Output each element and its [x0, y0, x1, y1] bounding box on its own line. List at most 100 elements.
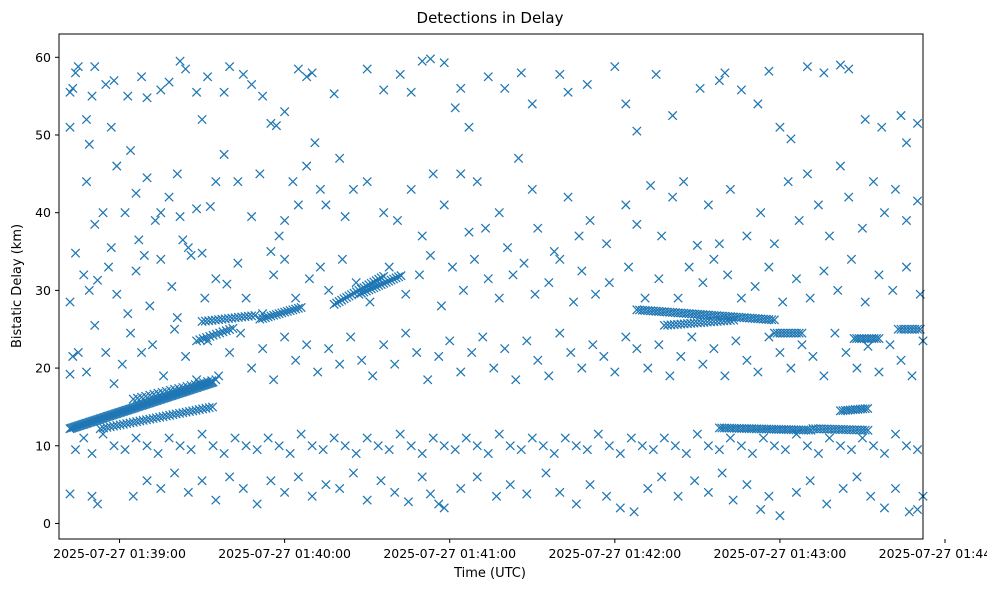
data-point: [563, 87, 573, 97]
data-point: [417, 56, 427, 66]
data-point: [890, 429, 901, 439]
data-point: [689, 476, 700, 486]
data-point: [279, 215, 290, 226]
data-point: [494, 429, 504, 439]
data-point: [65, 122, 75, 132]
data-point: [191, 87, 202, 97]
data-point: [246, 79, 257, 90]
data-point: [302, 72, 312, 82]
data-point: [703, 200, 714, 210]
data-point: [393, 272, 404, 282]
data-point: [315, 262, 326, 272]
data-point: [489, 363, 499, 373]
data-point: [687, 332, 697, 342]
data-point: [81, 114, 92, 125]
data-point: [585, 215, 595, 226]
y-tick-label: 60: [35, 50, 51, 65]
data-point: [70, 445, 81, 455]
data-point: [643, 363, 653, 373]
data-point: [313, 367, 323, 377]
data-point: [654, 340, 664, 350]
data-point: [907, 371, 917, 381]
data-point: [329, 89, 339, 99]
data-point: [279, 107, 290, 117]
data-point: [412, 347, 422, 358]
y-tick-label: 50: [35, 128, 51, 143]
data-point: [92, 275, 103, 285]
data-point: [266, 246, 276, 257]
data-point: [720, 68, 730, 78]
data-point: [860, 404, 870, 414]
data-point: [167, 281, 177, 292]
data-point: [136, 347, 147, 358]
data-point: [238, 69, 248, 80]
x-tick-label: 2025-07-27 01:42:00: [548, 546, 681, 561]
data-point: [131, 266, 141, 276]
data-point: [191, 375, 202, 385]
data-point: [714, 239, 725, 249]
data-point: [464, 122, 474, 132]
data-point: [324, 285, 334, 296]
data-point: [778, 297, 788, 307]
data-point: [860, 425, 870, 435]
data-point: [158, 371, 169, 381]
data-point: [145, 301, 155, 311]
data-point: [329, 299, 339, 310]
data-point: [369, 283, 379, 293]
data-point: [224, 324, 235, 335]
data-point: [307, 441, 317, 451]
data-point: [368, 371, 378, 381]
data-point: [224, 61, 235, 72]
data-point: [786, 134, 796, 144]
data-point: [725, 433, 736, 443]
data-point: [195, 335, 205, 345]
data-point: [90, 219, 100, 229]
data-point: [197, 476, 207, 486]
data-point: [764, 491, 774, 501]
data-point: [621, 200, 631, 210]
data-point: [425, 54, 436, 64]
data-point: [868, 441, 879, 451]
data-point: [805, 293, 815, 303]
data-point: [213, 371, 224, 381]
data-point: [180, 351, 191, 362]
data-point: [268, 270, 279, 280]
data-point: [901, 138, 912, 148]
data-point: [384, 262, 394, 272]
data-point: [274, 231, 284, 241]
x-axis-title: Time (UTC): [453, 566, 526, 581]
data-point: [414, 270, 425, 280]
data-point: [238, 483, 248, 494]
data-point: [698, 277, 708, 288]
data-point: [692, 240, 703, 250]
data-point: [678, 176, 689, 187]
data-point: [846, 254, 857, 264]
data-point: [290, 304, 301, 314]
data-point: [513, 153, 524, 163]
data-point: [472, 176, 482, 187]
data-point: [720, 371, 730, 381]
data-point: [339, 294, 349, 304]
data-point: [588, 340, 598, 350]
data-point: [725, 184, 736, 195]
data-point: [263, 433, 273, 443]
data-point: [180, 64, 191, 74]
data-point: [860, 114, 870, 125]
data-point: [912, 504, 923, 515]
data-point: [403, 497, 414, 507]
data-point: [676, 351, 686, 362]
data-point: [571, 499, 581, 509]
data-point: [230, 433, 240, 443]
data-point: [863, 403, 873, 414]
data-point: [277, 308, 287, 318]
data-point: [156, 483, 166, 494]
data-point: [698, 359, 708, 369]
data-point: [912, 118, 923, 128]
data-point: [128, 491, 138, 501]
data-point: [186, 445, 196, 455]
data-point: [70, 248, 81, 258]
data-point: [480, 223, 491, 233]
data-point: [527, 99, 537, 109]
data-point: [505, 479, 515, 490]
data-point: [266, 476, 276, 486]
